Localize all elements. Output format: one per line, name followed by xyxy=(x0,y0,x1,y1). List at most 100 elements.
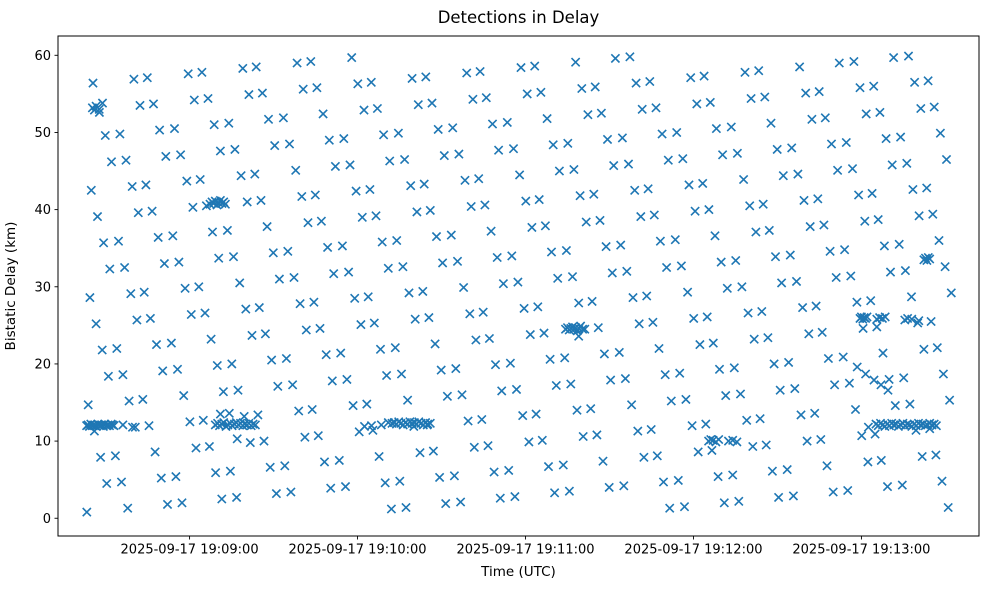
data-point-marker xyxy=(505,358,516,368)
data-point-marker xyxy=(665,503,675,513)
x-axis-label: Time (UTC) xyxy=(480,564,556,580)
data-point-marker xyxy=(811,301,821,311)
data-point-marker xyxy=(666,396,676,406)
data-point-marker xyxy=(590,82,600,92)
data-point-marker xyxy=(300,432,310,442)
data-point-marker xyxy=(754,66,764,76)
data-point-marker xyxy=(563,138,573,148)
data-point-marker xyxy=(679,502,690,512)
data-point-marker xyxy=(937,476,947,486)
data-point-marker xyxy=(342,374,352,385)
data-point-marker xyxy=(684,180,694,190)
data-point-marker xyxy=(916,103,926,114)
data-point-marker xyxy=(95,452,106,462)
data-point-marker xyxy=(773,492,784,503)
data-point-marker xyxy=(483,441,493,451)
data-point-marker xyxy=(457,390,467,400)
data-point-marker xyxy=(633,426,643,436)
data-point-marker xyxy=(705,97,715,108)
data-point-marker xyxy=(654,343,664,354)
data-point-marker xyxy=(602,134,613,145)
x-tick-label: 2025-09-17 19:09:00 xyxy=(121,543,259,558)
data-point-marker xyxy=(493,145,504,155)
data-point-marker xyxy=(589,189,599,199)
data-point-marker xyxy=(853,190,864,200)
data-point-marker xyxy=(861,109,871,119)
data-point-marker xyxy=(521,196,531,206)
data-point-marker xyxy=(625,52,635,62)
data-point-marker xyxy=(324,135,334,145)
data-point-marker xyxy=(655,236,666,246)
data-point-marker xyxy=(510,491,520,502)
data-point-marker xyxy=(791,276,802,287)
data-point-marker xyxy=(421,72,431,82)
data-point-marker xyxy=(222,225,233,236)
data-point-marker xyxy=(782,464,792,475)
data-point-marker xyxy=(929,102,939,112)
data-point-marker xyxy=(436,365,446,375)
data-point-marker xyxy=(232,434,242,444)
data-point-marker xyxy=(887,160,897,170)
data-point-marker xyxy=(877,313,888,324)
data-point-marker xyxy=(860,216,870,226)
data-point-marker xyxy=(431,231,442,242)
data-point-marker xyxy=(313,431,323,441)
data-point-marker xyxy=(885,267,896,277)
data-point-marker xyxy=(940,262,950,272)
data-point-marker xyxy=(230,144,240,155)
data-point-marker xyxy=(672,127,682,138)
data-point-marker xyxy=(194,282,204,292)
data-point-marker xyxy=(670,235,680,245)
y-tick-label: 60 xyxy=(34,49,51,64)
data-point-marker xyxy=(166,338,177,348)
data-point-marker xyxy=(511,384,522,395)
data-point-marker xyxy=(822,461,832,471)
data-point-marker xyxy=(242,197,252,207)
data-point-marker xyxy=(844,378,855,388)
data-point-marker xyxy=(428,446,439,456)
data-point-marker xyxy=(315,323,325,334)
data-point-marker xyxy=(294,406,304,416)
data-point-marker xyxy=(801,88,811,98)
data-point-marker xyxy=(819,220,829,230)
data-point-marker xyxy=(425,418,435,428)
data-point-marker xyxy=(689,313,699,324)
data-point-marker xyxy=(238,63,248,74)
data-point-marker xyxy=(330,161,341,172)
data-point-marker xyxy=(652,451,662,461)
data-point-marker xyxy=(548,140,558,150)
data-point-marker xyxy=(337,241,348,251)
data-point-marker xyxy=(926,316,936,327)
data-point-marker xyxy=(797,302,808,313)
data-point-marker xyxy=(465,309,475,319)
data-point-marker xyxy=(385,156,395,166)
data-point-marker xyxy=(928,209,938,219)
data-point-marker xyxy=(823,353,834,364)
data-point-marker xyxy=(726,122,736,132)
data-point-marker xyxy=(581,217,591,227)
data-point-marker xyxy=(899,373,909,383)
data-point-marker xyxy=(825,246,835,256)
data-point-marker xyxy=(530,61,540,71)
data-point-marker xyxy=(614,347,624,358)
data-point-marker xyxy=(902,419,912,429)
data-point-marker xyxy=(498,279,509,289)
data-point-marker xyxy=(329,269,339,279)
x-tick-label: 2025-09-17 19:12:00 xyxy=(624,543,762,558)
data-point-marker xyxy=(407,73,417,84)
data-point-marker xyxy=(686,73,696,83)
data-point-marker xyxy=(478,307,488,317)
data-point-marker xyxy=(118,420,128,430)
data-point-marker xyxy=(737,282,747,292)
data-point-marker xyxy=(244,89,254,100)
data-point-marker xyxy=(846,271,856,281)
data-point-marker xyxy=(577,83,587,94)
data-point-marker xyxy=(932,343,942,353)
data-point-marker xyxy=(890,400,900,411)
data-point-marker xyxy=(118,370,128,380)
data-point-marker xyxy=(699,71,709,81)
data-point-marker xyxy=(268,248,278,258)
data-point-marker xyxy=(799,195,809,206)
data-point-marker xyxy=(186,309,196,320)
data-point-marker xyxy=(534,194,544,205)
